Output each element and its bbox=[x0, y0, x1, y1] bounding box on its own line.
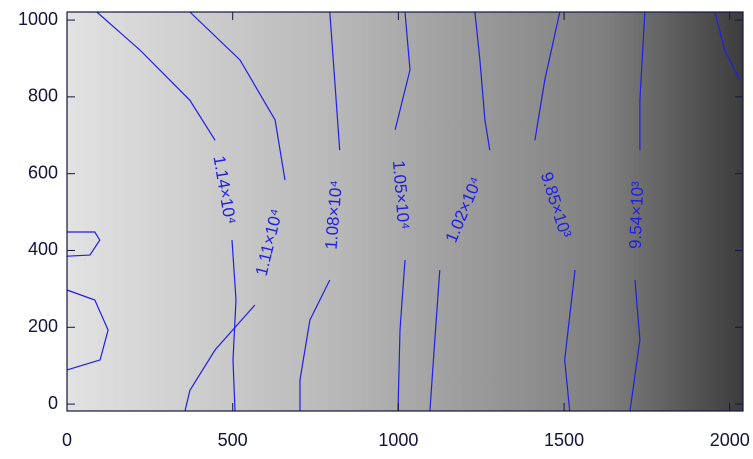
x-tick-label: 0 bbox=[62, 430, 72, 450]
contour-line bbox=[534, 11, 576, 412]
contour-line bbox=[299, 11, 341, 411]
x-tick-label: 2000 bbox=[710, 430, 750, 450]
contour-line bbox=[429, 11, 491, 412]
contour-label: 9.54×10³ bbox=[626, 181, 648, 250]
plot-frame bbox=[66, 11, 744, 412]
contour-line bbox=[184, 11, 286, 412]
y-tick-label: 200 bbox=[28, 316, 58, 336]
contour-line bbox=[66, 231, 109, 371]
y-tick-label: 600 bbox=[28, 162, 58, 182]
contour-line bbox=[394, 11, 411, 412]
contour-line bbox=[629, 11, 646, 412]
image-background bbox=[67, 12, 743, 411]
y-tick-label: 800 bbox=[28, 86, 58, 106]
y-tick-label: 400 bbox=[28, 239, 58, 259]
x-tick-label: 500 bbox=[218, 430, 248, 450]
y-tick-label: 0 bbox=[48, 393, 58, 413]
contour-line bbox=[96, 11, 237, 412]
x-tick-label: 1000 bbox=[378, 430, 418, 450]
contour-line bbox=[714, 11, 741, 81]
x-tick-label: 1500 bbox=[544, 430, 584, 450]
y-tick-label: 1000 bbox=[18, 9, 58, 29]
